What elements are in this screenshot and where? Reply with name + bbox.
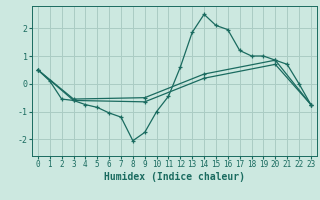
X-axis label: Humidex (Indice chaleur): Humidex (Indice chaleur) [104, 172, 245, 182]
